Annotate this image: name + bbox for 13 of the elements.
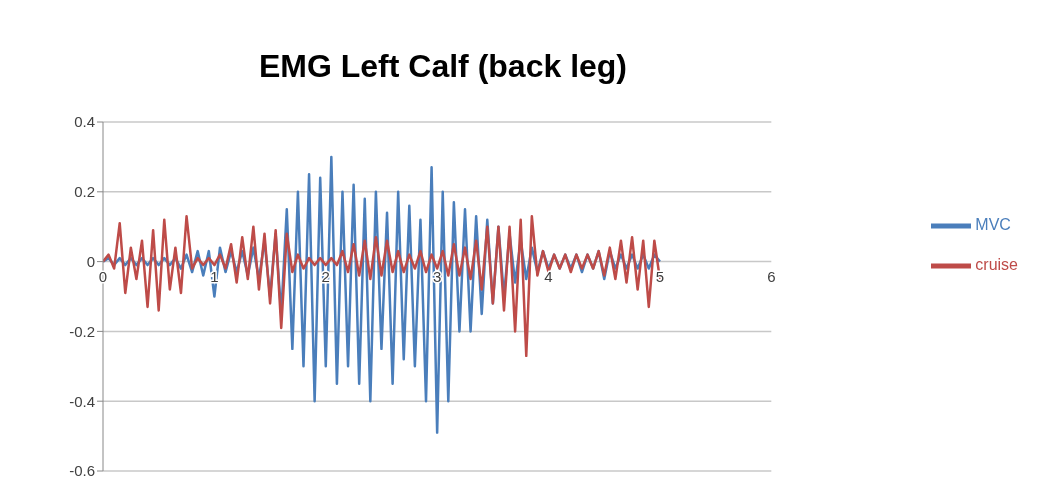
chart-title: EMG Left Calf (back leg)	[257, 48, 628, 85]
x-tick-label: 4	[544, 268, 553, 285]
x-tick-label: 5	[655, 268, 665, 285]
x-tick-label: 6	[767, 268, 776, 285]
y-tick-label: 0.2	[74, 183, 95, 201]
y-tick-label: -0.6	[69, 462, 95, 480]
x-tick-label: 0	[98, 268, 108, 285]
y-tick-label: -0.2	[69, 322, 95, 340]
legend-label: cruise	[975, 256, 1018, 274]
legend-label: MVC	[975, 216, 1011, 234]
y-tick-label: 0	[86, 252, 95, 270]
y-tick-label: 0.4	[74, 113, 95, 131]
y-tick-label: -0.4	[69, 392, 95, 410]
